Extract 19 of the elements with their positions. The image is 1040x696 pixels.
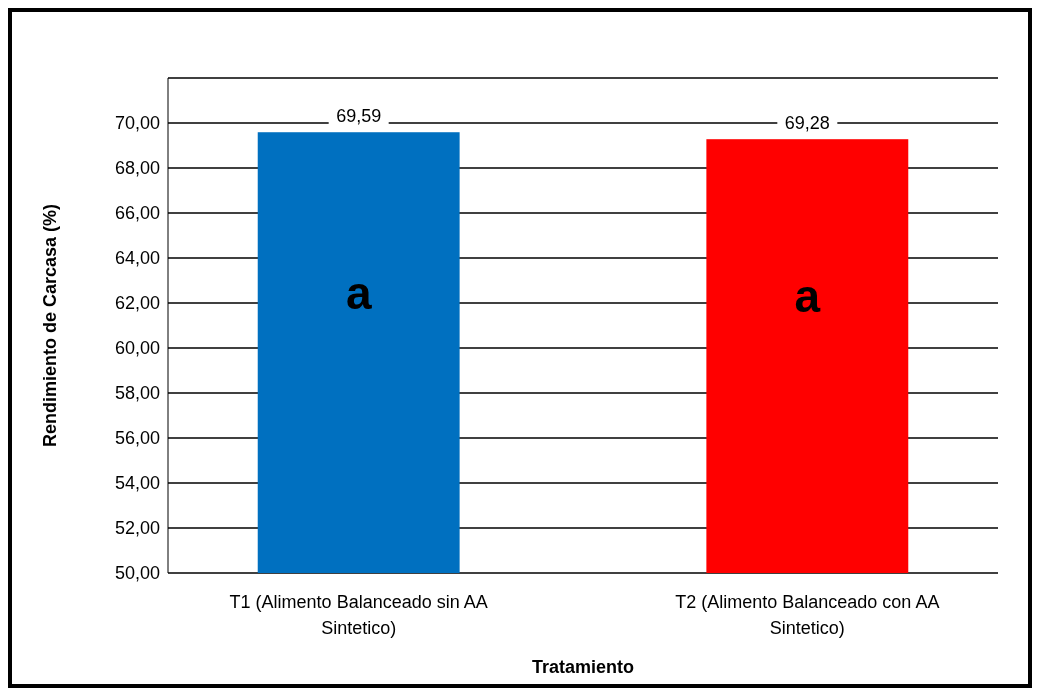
data-label: 69,59 bbox=[336, 106, 382, 127]
x-tick-label: T1 (Alimento Balanceado sin AA Sintetico) bbox=[229, 592, 488, 638]
annotation: a bbox=[345, 266, 372, 319]
y-tick-label: 66,00 bbox=[114, 203, 160, 224]
y-tick-label: 54,00 bbox=[114, 473, 160, 494]
y-tick-label: 50,00 bbox=[114, 563, 160, 584]
x-tick-label: T2 (Alimento Balanceado con AA Sintetico) bbox=[675, 592, 940, 638]
y-tick-label: 60,00 bbox=[114, 338, 160, 359]
y-tick-label: 64,00 bbox=[114, 248, 160, 269]
x-axis-title: Tratamiento bbox=[531, 657, 635, 677]
y-axis-title: Rendimiento de Carcasa (%) bbox=[40, 203, 60, 448]
y-tick-label: 52,00 bbox=[114, 518, 160, 539]
annotation: a bbox=[794, 270, 821, 323]
y-tick-label: 56,00 bbox=[114, 428, 160, 449]
y-tick-label: 68,00 bbox=[114, 158, 160, 179]
y-tick-label: 58,00 bbox=[114, 383, 160, 404]
data-label: 69,28 bbox=[784, 113, 830, 134]
y-tick-label: 70,00 bbox=[114, 113, 160, 134]
y-tick-label: 62,00 bbox=[114, 293, 160, 314]
